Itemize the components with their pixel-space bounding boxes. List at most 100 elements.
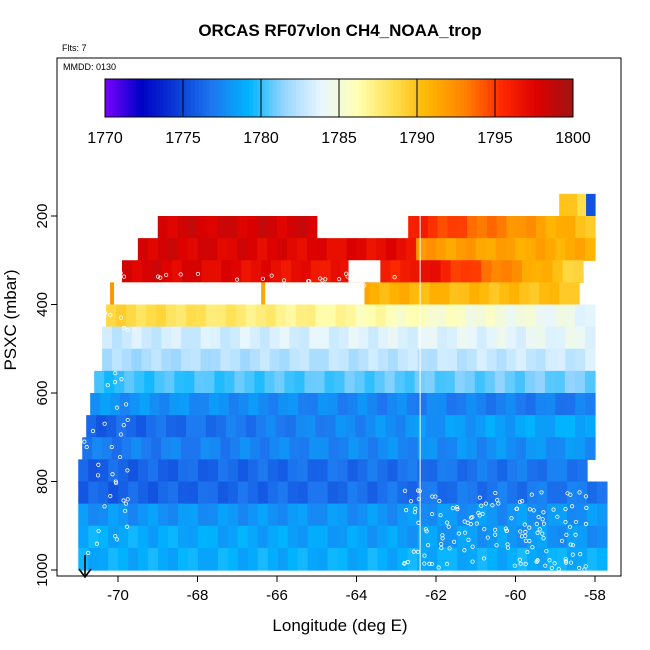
colorbar-segment xyxy=(261,79,266,117)
heat-cell xyxy=(337,503,349,527)
heat-cell xyxy=(585,415,596,438)
heat-cell xyxy=(545,437,557,460)
sample-point xyxy=(260,276,266,281)
heat-cell xyxy=(337,547,349,571)
heat-cell xyxy=(118,459,129,483)
colorbar-segment xyxy=(128,79,133,117)
heat-cell xyxy=(386,238,397,261)
heat-cell xyxy=(585,437,596,460)
heat-cell xyxy=(575,326,586,350)
heat-cell xyxy=(475,304,486,328)
heat-cell xyxy=(519,282,530,306)
colorbar-segment xyxy=(440,79,445,117)
heat-cell xyxy=(156,415,167,438)
heat-cell xyxy=(368,348,379,372)
heat-cell xyxy=(557,481,568,505)
heat-cell xyxy=(557,459,568,483)
heat-cell xyxy=(516,326,527,350)
colorbar-segment xyxy=(292,79,297,117)
down-arrow-icon xyxy=(78,555,92,579)
sample-point xyxy=(246,287,252,292)
heat-cell xyxy=(141,348,152,372)
heat-cell xyxy=(367,525,379,549)
heat-cell xyxy=(180,326,192,350)
colorbar-segment xyxy=(417,79,422,117)
heat-cell xyxy=(537,481,548,505)
heat-cell xyxy=(230,348,241,372)
sample-point xyxy=(402,561,407,566)
heat-cell xyxy=(387,348,399,372)
heat-cell xyxy=(175,304,187,328)
heat-cell xyxy=(345,415,357,438)
heat-cell xyxy=(410,260,421,283)
heat-cell xyxy=(419,282,430,306)
heat-cell xyxy=(327,503,339,527)
heat-cell xyxy=(465,415,476,438)
heat-cell xyxy=(585,326,596,350)
heat-cell xyxy=(275,415,287,438)
heat-cell xyxy=(128,503,139,527)
heat-cell xyxy=(477,503,488,527)
sample-point xyxy=(323,282,328,287)
heat-cell xyxy=(397,481,409,505)
heat-cell xyxy=(197,216,209,239)
colorbar-segment xyxy=(327,79,332,117)
sample-point xyxy=(178,272,183,277)
heat-cell xyxy=(187,525,199,549)
sample-point xyxy=(573,519,579,525)
heat-cell xyxy=(259,282,271,306)
heat-cell xyxy=(180,348,192,372)
heat-cell xyxy=(96,415,107,438)
heat-cell xyxy=(138,459,149,483)
heat-cell xyxy=(545,304,556,328)
heat-cell xyxy=(568,193,578,217)
heat-cell xyxy=(158,459,169,483)
heat-cell xyxy=(237,525,249,549)
colorbar-segment xyxy=(565,79,570,117)
sample-point xyxy=(493,532,498,537)
heat-cell xyxy=(121,326,133,350)
heat-cell xyxy=(255,304,267,328)
heat-cell xyxy=(547,481,558,505)
heat-cell xyxy=(539,282,550,306)
sample-point xyxy=(433,494,438,499)
sample-point xyxy=(122,508,128,514)
sample-point xyxy=(541,510,546,515)
heat-cell xyxy=(174,370,185,394)
heat-cell xyxy=(517,525,528,549)
colorbar-segment xyxy=(487,79,492,117)
heat-cell xyxy=(465,304,476,328)
sample-point xyxy=(110,472,115,477)
sample-point xyxy=(540,531,545,536)
colorbar-segment xyxy=(428,79,434,117)
heat-cell xyxy=(476,348,488,372)
heat-cell xyxy=(535,415,546,438)
colorbar-segment xyxy=(105,79,110,117)
heat-cell xyxy=(227,238,238,261)
colorbar-segment xyxy=(339,79,344,117)
heat-cell xyxy=(447,481,458,505)
heat-cell xyxy=(567,547,578,571)
heat-cell xyxy=(338,326,350,350)
sample-point xyxy=(483,501,488,506)
sample-point xyxy=(210,287,215,292)
colorbar-tick-label: 1795 xyxy=(477,130,513,147)
heat-cell xyxy=(304,370,316,394)
heat-cell xyxy=(191,260,203,283)
heat-cell xyxy=(555,393,566,416)
heat-cell xyxy=(234,370,246,394)
colorbar-segment xyxy=(495,79,500,117)
heat-cell xyxy=(102,348,113,372)
heat-cell xyxy=(496,326,507,350)
heat-cell xyxy=(92,437,103,460)
heat-cell xyxy=(375,415,387,438)
heat-cell xyxy=(108,481,119,505)
heat-cell xyxy=(195,304,207,328)
heat-cell xyxy=(327,481,339,505)
heat-cell xyxy=(204,370,215,394)
colorbar-segment xyxy=(151,79,157,117)
sample-point xyxy=(417,489,422,494)
heat-cell xyxy=(416,393,428,416)
heat-cell xyxy=(507,459,518,483)
heat-cell xyxy=(98,525,109,549)
